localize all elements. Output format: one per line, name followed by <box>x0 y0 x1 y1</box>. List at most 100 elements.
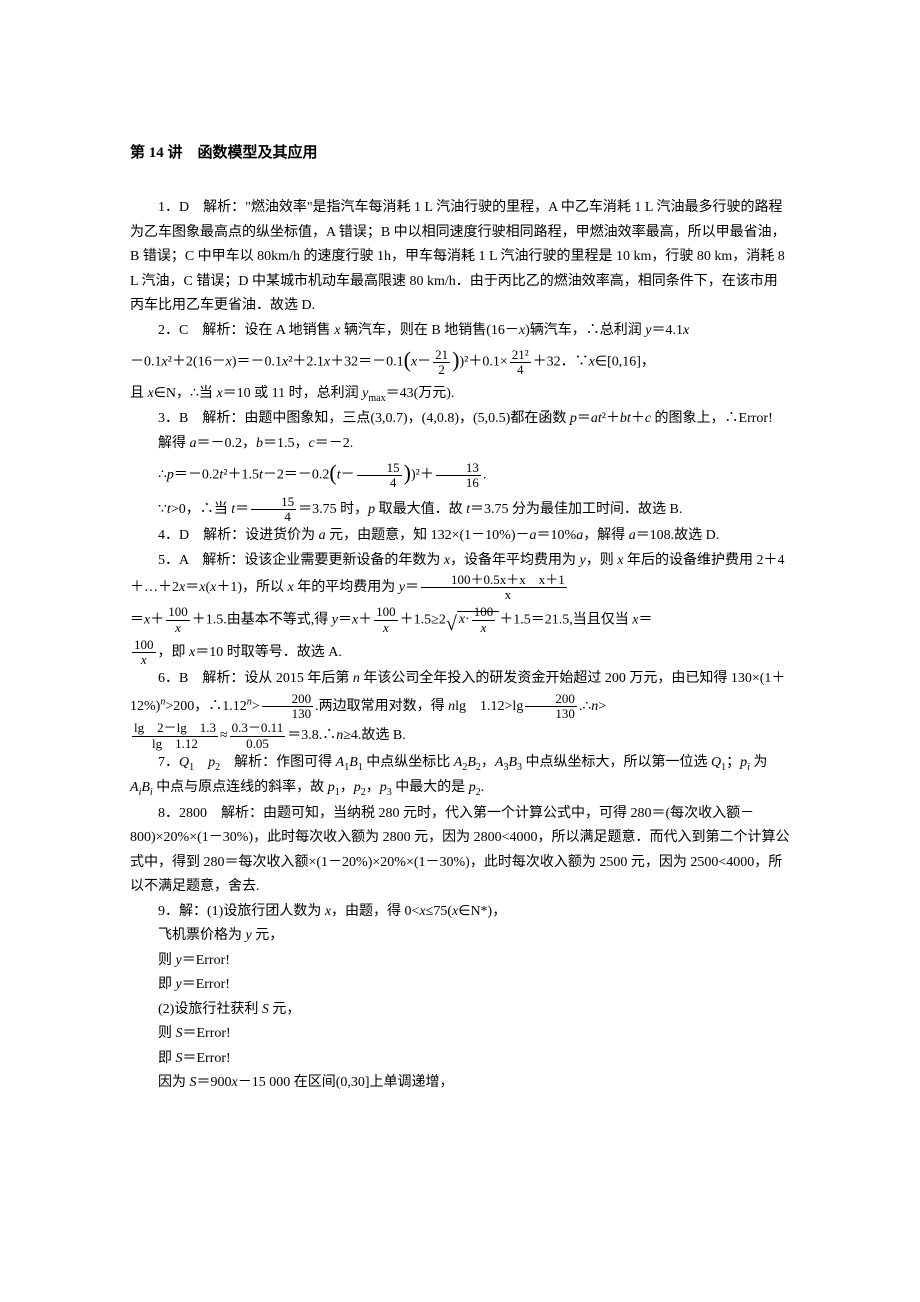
problem-3: 3．B 解析：由题中图象知，三点(3,0.7)，(4,0.8)，(5,0.5)都… <box>130 407 790 432</box>
problem-9-l5: (2)设旅行社获利 S 元， <box>130 998 790 1023</box>
p3-l2c: ＝－2. <box>315 436 354 451</box>
B1: B <box>349 755 358 770</box>
p9-l5b: 元， <box>269 1002 301 1017</box>
p3-l3a: ∴ <box>158 468 167 483</box>
den: x <box>166 621 190 635</box>
p4-t2: 元，由题意，知 132×(1－10%)－ <box>326 528 530 543</box>
frac-big: 100＋0.5x＋x x＋1x <box>421 573 567 603</box>
den: 4 <box>357 476 402 490</box>
p7-t2: 中点纵坐标比 <box>363 755 454 770</box>
problem-3-l3: ∴p＝－0.2t²＋1.5t－2＝－0.2(t－154))²＋1316. <box>130 456 790 495</box>
den: x <box>472 621 496 635</box>
p2-t7: )²＋0.1× <box>460 355 508 370</box>
p3-t4: 的图象上，∴ <box>651 411 739 426</box>
num: 15 <box>357 461 402 476</box>
p9-l3b4: ＝ <box>183 1051 197 1066</box>
p6-t4: > <box>252 699 260 714</box>
pp2: p <box>354 780 361 795</box>
p5-t9: ＝ <box>405 580 419 595</box>
p7-t8: ， <box>340 780 354 795</box>
problem-9-l8: 因为 S＝900x－15 000 在区间(0,30]上单调递增， <box>130 1071 790 1096</box>
p2-l2c: ＝10 或 11 时，总利润 <box>223 386 362 401</box>
frac-21sq-4: 21²4 <box>510 348 531 378</box>
sdot: · <box>465 612 470 627</box>
p5-l2g: ＋1.5＝21.5,当且仅当 <box>499 612 632 627</box>
frac-15-4: 154 <box>357 461 402 491</box>
den: 4 <box>510 363 531 377</box>
problem-7: 7．Q1 p2 解析：作图可得 A1B1 中点纵坐标比 A2B2，A3B3 中点… <box>130 751 790 802</box>
B3: B <box>508 755 517 770</box>
p3-b2: b <box>256 436 263 451</box>
frac-100x3: 100x <box>472 605 496 635</box>
p9-err4: Error! <box>197 1051 231 1066</box>
p7-t5: ； <box>726 755 740 770</box>
p6-label: 6．B 解析： <box>158 671 244 686</box>
p5-t1: 设该企业需要更新设备的年数为 <box>244 553 444 568</box>
p2-t8: ＋32．∵ <box>533 355 589 370</box>
p5-label: 5．A 解析： <box>158 553 244 568</box>
problem-9: 9．解：(1)设旅行团人数为 x，由题，得 0<x≤75(x∈N*)， <box>130 900 790 925</box>
p5-l2a: ＝ <box>130 612 144 627</box>
p2-x8: x <box>411 355 417 370</box>
p3-l4b: >0，∴当 <box>171 502 231 517</box>
p5-l2h: ＝ <box>638 612 652 627</box>
num: 100 <box>166 605 190 620</box>
p4-t5: ＝108.故选 D. <box>636 528 720 543</box>
problem-1: 1．D 解析："燃油效率"是指汽车每消耗 1 L 汽油行驶的里程，A 中乙车消耗… <box>130 196 790 319</box>
frac-03: 0.3－0.110.05 <box>230 721 286 751</box>
p4-label: 4．D 解析： <box>158 528 245 543</box>
frac-15-4b: 154 <box>251 495 296 525</box>
p1-label: 1．D 解析： <box>158 200 245 215</box>
p3-eq: ＝ <box>577 411 591 426</box>
den: 0.05 <box>230 737 286 751</box>
num: 21 <box>433 348 450 363</box>
frac-21-2: 212 <box>433 348 450 378</box>
p9-S3: S <box>176 1051 183 1066</box>
p9-l3b3: ＝ <box>183 1026 197 1041</box>
den: x <box>421 588 567 602</box>
num: 21² <box>510 348 531 363</box>
p2-t2: )辆汽车，∴总利润 <box>525 323 645 338</box>
p2-t5: ＋2.1 <box>292 355 324 370</box>
B2: B <box>467 755 476 770</box>
sqrt-icon: √ <box>446 607 457 642</box>
num: 13 <box>436 461 481 476</box>
den: x <box>374 621 398 635</box>
p8-label: 8．2800 解析： <box>158 806 263 821</box>
den: 4 <box>251 510 296 524</box>
num: 0.3－0.11 <box>230 721 286 736</box>
p6-t1: 设从 2015 年后第 <box>244 671 353 686</box>
p9-l2: 飞机票价格为 <box>158 928 246 943</box>
p5-l3b: ＝10 时取等号．故选 A. <box>195 645 342 660</box>
num: 100 <box>472 605 496 620</box>
problem-9-l2: 飞机票价格为 y 元， <box>130 924 790 949</box>
p4-a: a <box>319 528 326 543</box>
p3-l4c: ＝ <box>235 502 249 517</box>
pp2b: p <box>469 780 476 795</box>
p5-t7: ＋1)，所以 <box>216 580 287 595</box>
p6-t8: > <box>598 699 606 714</box>
lp: ( <box>329 460 336 485</box>
den: 130 <box>262 707 314 721</box>
p9-l3b: ＝ <box>182 953 196 968</box>
p6-t9: ＝3.8.∴ <box>287 728 336 743</box>
p9-label: 9．解： <box>158 904 207 919</box>
p9-err3: Error! <box>197 1026 231 1041</box>
frac-100x: 100x <box>166 605 190 635</box>
p5-l2e: ＋ <box>358 612 372 627</box>
p3-l3c: ²＋1.5 <box>223 468 259 483</box>
p9-l3a: 则 <box>158 953 176 968</box>
p7-t9: ， <box>366 780 380 795</box>
p3-err: Error! <box>739 411 773 426</box>
p4-a2: a <box>530 528 537 543</box>
p7-t3: ， <box>481 755 495 770</box>
p5-l3a: ，即 <box>158 645 190 660</box>
problem-9-l4: 即 y＝Error! <box>130 973 790 998</box>
p3-l4e: 取最大值．故 <box>375 502 466 517</box>
frac-lg: lg 2－lg 1.3lg 1.12 <box>132 721 218 751</box>
p9-l4a: 即 <box>158 977 176 992</box>
p5-l2f: ＋1.5≥2 <box>400 612 446 627</box>
p3-l2a: ＝－0.2， <box>197 436 257 451</box>
den: 130 <box>525 707 577 721</box>
frac-13-16: 1316 <box>436 461 481 491</box>
